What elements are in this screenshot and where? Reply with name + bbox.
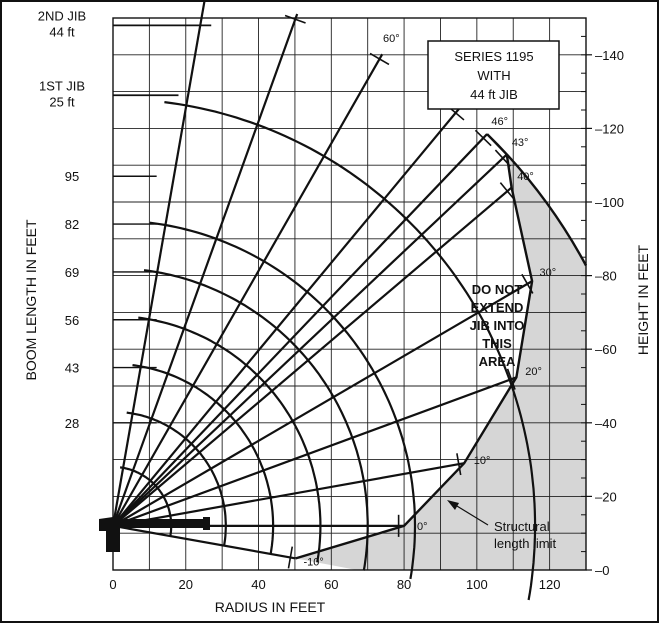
boom-length-arc <box>149 221 417 580</box>
boom-length-arc <box>126 411 227 546</box>
x-tick-label: 100 <box>466 577 488 592</box>
boom-angle-line <box>112 462 465 527</box>
y-tick-label: –60 <box>595 342 617 357</box>
left-axis-title: BOOM LENGTH IN FEET <box>23 219 39 380</box>
boom-end-tick <box>456 453 462 476</box>
x-tick-label: 0 <box>109 577 116 592</box>
info-box-line-2: WITH <box>477 68 510 83</box>
boom-angle-line <box>112 280 533 527</box>
boom-angle-line <box>112 524 296 560</box>
y-tick-label: –40 <box>595 416 617 431</box>
boom-angle-line <box>111 13 299 527</box>
structural-limit-callout: Structural length limit <box>447 500 557 551</box>
boom-angle-line <box>112 186 513 527</box>
restricted-line-3: JIB INTO <box>470 318 525 333</box>
angle-label: 46° <box>491 116 508 128</box>
boom-end-tick <box>284 14 306 24</box>
x-tick-labels: 0 20 40 60 80 100 120 <box>109 577 560 592</box>
boom-length-arc <box>164 101 537 601</box>
angle-label: 30° <box>540 267 557 279</box>
boom-angle-line <box>112 53 384 527</box>
boom-arcs <box>119 101 537 601</box>
info-box-line-3: 44 ft JIB <box>470 87 518 102</box>
boom-angle-line <box>112 133 488 527</box>
jib-label-line: 1ST JIB <box>39 78 85 93</box>
y-tick-label: –140 <box>595 48 624 63</box>
boom-end-tick <box>369 52 390 66</box>
x-tick-label: 80 <box>397 577 411 592</box>
boom-angle-line <box>112 107 460 527</box>
x-tick-label: 20 <box>179 577 193 592</box>
restricted-line-4: THIS <box>482 336 512 351</box>
info-box-line-1: SERIES 1195 <box>454 49 533 64</box>
restricted-line-2: EXTEND <box>471 300 524 315</box>
restricted-line-5: AREA <box>479 354 516 369</box>
boom-length-label: 43 <box>65 361 79 376</box>
angle-label: 40° <box>517 171 534 183</box>
angle-label: 60° <box>383 33 400 45</box>
boom-length-label: 95 <box>65 169 79 184</box>
plot-frame <box>112 17 587 571</box>
jib-label-line: 44 ft <box>49 24 75 39</box>
restricted-area-outline <box>295 133 588 560</box>
boom-length-label: 56 <box>65 313 79 328</box>
y-tick-label: –120 <box>595 121 624 136</box>
restricted-line-1: DO NOT <box>472 282 523 297</box>
x-axis-title: RADIUS IN FEET <box>215 599 326 615</box>
structural-limit-line-2: length limit <box>494 536 557 551</box>
structural-limit-line-1: Structural <box>494 519 550 534</box>
angle-label: 43° <box>512 137 529 149</box>
y-tick-label: –100 <box>595 195 624 210</box>
jib-label-line: 25 ft <box>49 94 75 109</box>
x-tick-label: 40 <box>251 577 265 592</box>
x-tick-label: 60 <box>324 577 338 592</box>
boom-end-tick <box>506 368 516 390</box>
y-tick-labels: –0 –20 –40 –60 –80 –100 –120 –140 <box>586 48 624 578</box>
boom-length-label: 69 <box>65 265 79 280</box>
boom-angle-line <box>112 376 517 527</box>
boom-angle-line <box>112 153 508 527</box>
y-tick-label: –0 <box>595 563 609 578</box>
boom-end-tick <box>499 182 516 201</box>
angle-label: 10° <box>474 455 491 467</box>
boom-end-tick <box>287 546 294 569</box>
right-axis-title: HEIGHT IN FEET <box>635 244 651 355</box>
series-info-box: SERIES 1195 WITH 44 ft JIB <box>427 40 560 110</box>
boom-length-label: 82 <box>65 217 79 232</box>
angle-label: 70° <box>295 0 312 4</box>
boom-length-label: 28 <box>65 416 79 431</box>
boom-length-arc <box>138 316 322 563</box>
restricted-area-label: DO NOT EXTEND JIB INTO THIS AREA <box>470 282 525 369</box>
y-tick-label: –80 <box>595 269 617 284</box>
crane-icon <box>99 516 210 552</box>
boom-angle-line <box>111 0 206 527</box>
angle-label: -10° <box>304 557 324 569</box>
jib-label-line: 2ND JIB <box>38 8 86 23</box>
angle-label: 0° <box>417 521 428 533</box>
boom-length-arc <box>132 364 275 555</box>
x-tick-label: 120 <box>539 577 561 592</box>
boom-length-arc <box>143 269 369 571</box>
boom-end-tick <box>474 129 492 147</box>
angle-label: 20° <box>525 366 542 378</box>
y-tick-label: –20 <box>595 489 617 504</box>
